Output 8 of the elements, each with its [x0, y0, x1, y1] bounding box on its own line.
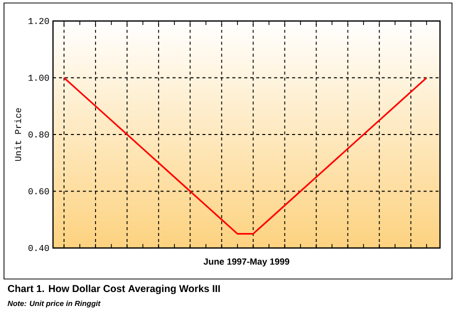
y-tick-label: 1.20	[28, 18, 49, 24]
y-axis-title: Unit Price	[14, 108, 22, 161]
x-axis-title: June 1997-May 1999	[204, 258, 290, 266]
y-tick-label: 1.00	[28, 74, 49, 81]
text: Chart 1. How Dollar Cost Averaging Works III	[8, 284, 220, 294]
y-tick-label: 0.40	[28, 244, 49, 252]
y-tick-label: 0.60	[28, 188, 49, 194]
y-tick-label: 0.80	[28, 131, 49, 138]
